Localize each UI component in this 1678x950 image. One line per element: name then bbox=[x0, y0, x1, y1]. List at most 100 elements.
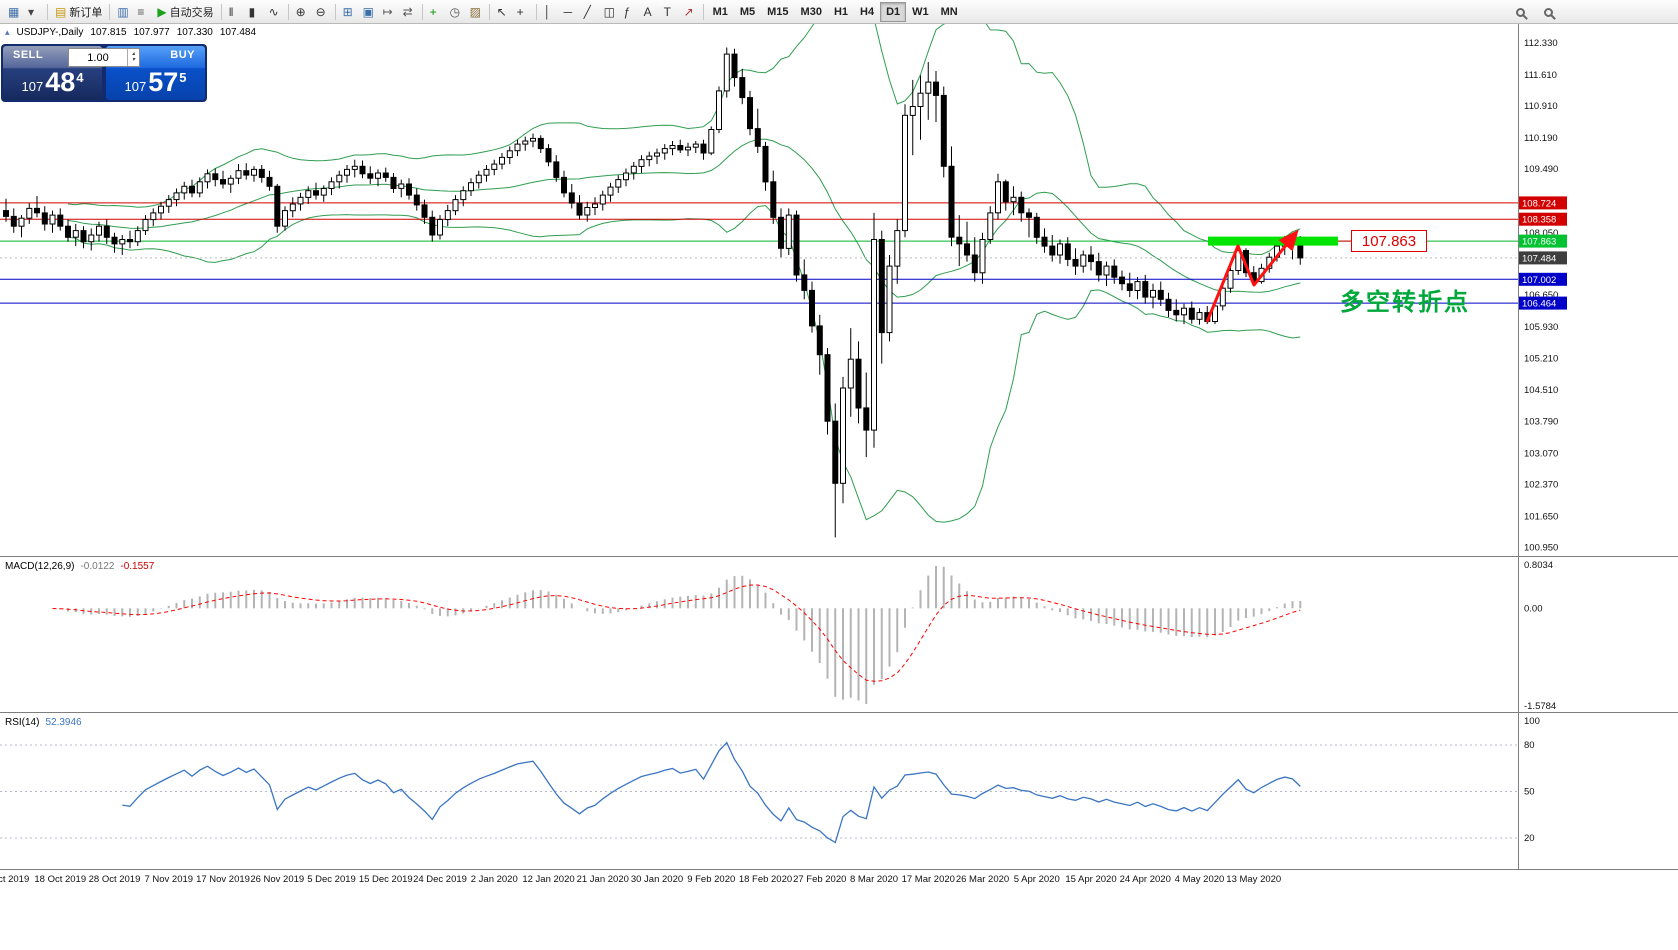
price-level-badge-text: 107.484 bbox=[1522, 253, 1556, 264]
price-level-badge-text: 107.002 bbox=[1522, 275, 1556, 286]
candles bbox=[3, 47, 1304, 538]
profiles-button[interactable]: ▥ bbox=[113, 2, 133, 22]
charts-list-button[interactable]: ≡ bbox=[133, 2, 153, 22]
main-chart-canvas[interactable]: 112.330 111.610 110.910 110.190 109.490 108.0… bbox=[0, 24, 1678, 950]
macd-name: MACD(12,26,9) bbox=[5, 561, 75, 572]
buy-price-point: 5 bbox=[179, 70, 187, 85]
date-tick-label: 13 May 2020 bbox=[1226, 874, 1281, 885]
tf-m30-label: M30 bbox=[800, 5, 822, 18]
profiles-icon: ▥ bbox=[117, 4, 129, 19]
date-tick-label: 17 Nov 2019 bbox=[196, 874, 250, 885]
toolbar-separator bbox=[488, 3, 490, 20]
templates-button[interactable]: ▨ bbox=[466, 2, 486, 22]
price-level-badge bbox=[1519, 212, 1567, 226]
tf-mn-button[interactable]: MN bbox=[935, 2, 964, 22]
channel-tool-button[interactable]: ◫ bbox=[600, 2, 620, 22]
add-indicator-icon: + bbox=[429, 4, 437, 19]
periods-icon: ◷ bbox=[449, 4, 461, 19]
price-tick-label: 104.510 bbox=[1524, 385, 1558, 396]
auto-trading-button[interactable]: ▶ 自动交易 bbox=[153, 2, 217, 22]
arrows-tool-button[interactable]: ↗ bbox=[680, 2, 700, 22]
date-tick-label: 24 Apr 2020 bbox=[1120, 874, 1171, 885]
sell-price: 107 48 4 bbox=[3, 69, 102, 96]
tf-m15-button[interactable]: M15 bbox=[761, 2, 794, 22]
add-indicator-button[interactable]: + bbox=[426, 2, 446, 22]
bar-chart-mode-button[interactable]: ‖ bbox=[225, 2, 245, 22]
date-tick-label: 17 Mar 2020 bbox=[902, 874, 955, 885]
macd-scale-zero: 0.00 bbox=[1524, 603, 1543, 614]
ohlc-close: 107.484 bbox=[219, 27, 257, 38]
tf-h1-button[interactable]: H1 bbox=[828, 2, 854, 22]
rsi-value: 52.3946 bbox=[45, 717, 82, 728]
price-level-badge-text: 107.863 bbox=[1522, 237, 1556, 248]
fibonacci-tool-button[interactable]: ƒ bbox=[620, 2, 640, 22]
new-order-button[interactable]: ▤ 新订单 bbox=[51, 2, 106, 22]
tf-m1-button[interactable]: M1 bbox=[707, 2, 734, 22]
label-tool-button[interactable]: T bbox=[660, 2, 680, 22]
ohlc-open: 107.815 bbox=[90, 27, 127, 38]
tf-m5-button[interactable]: M5 bbox=[734, 2, 761, 22]
text-tool-button[interactable]: A bbox=[640, 2, 660, 22]
buy-price-pips: 57 bbox=[148, 67, 179, 97]
tf-m1-label: M1 bbox=[712, 5, 728, 18]
one-click-collapse-icon[interactable]: ▴ bbox=[5, 27, 10, 37]
periods-button[interactable]: ◷ bbox=[446, 2, 466, 22]
tf-m15-label: M15 bbox=[767, 5, 789, 18]
price-tick-label: 112.330 bbox=[1524, 38, 1558, 49]
date-tick-label: 27 Feb 2020 bbox=[793, 874, 846, 885]
sell-price-handle: 107 bbox=[21, 79, 44, 94]
line-chart-mode-button[interactable]: ∿ bbox=[265, 2, 285, 22]
arrange-windows-button[interactable]: ▣ bbox=[359, 2, 379, 22]
auto-trading-icon: ▶ bbox=[157, 4, 167, 19]
lot-up-icon[interactable]: ▴ bbox=[131, 51, 135, 58]
buy-price-handle: 107 bbox=[124, 79, 147, 94]
rsi-scale-label: 80 bbox=[1524, 740, 1535, 751]
zoom-out-button[interactable]: ⊖ bbox=[312, 2, 332, 22]
one-click-trading-panel: SELL 107 48 4 1.00 ▴ ▾ BUY 107 57 bbox=[1, 44, 207, 102]
trend-zigzag-arrow bbox=[1205, 229, 1299, 323]
search-button[interactable] bbox=[1512, 2, 1532, 22]
auto-scroll-button[interactable]: ↦ bbox=[379, 2, 399, 22]
ohlc-low: 107.330 bbox=[176, 27, 213, 38]
date-tick-label: 2 Jan 2020 bbox=[471, 874, 518, 885]
chart-shift-button[interactable]: ⇄ bbox=[399, 2, 419, 22]
vertical-line-tool-button[interactable]: │ bbox=[540, 2, 560, 22]
lot-down-icon[interactable]: ▾ bbox=[131, 56, 135, 63]
zoom-in-button[interactable]: ⊕ bbox=[292, 2, 312, 22]
zoom-out-icon: ⊖ bbox=[315, 4, 326, 19]
horizontal-line-tool-button[interactable]: ─ bbox=[560, 2, 580, 22]
tf-h4-button[interactable]: H4 bbox=[854, 2, 880, 22]
tf-m30-button[interactable]: M30 bbox=[795, 2, 828, 22]
macd-signal-value: -0.1557 bbox=[120, 561, 155, 572]
chart-dropdown-icon: ▾ bbox=[28, 4, 35, 19]
data-window-button[interactable] bbox=[1540, 2, 1560, 22]
new-chart-button[interactable]: ▦ bbox=[4, 2, 24, 22]
price-level-badge-text: 108.358 bbox=[1522, 215, 1556, 226]
chart-shift-icon: ⇄ bbox=[402, 4, 413, 19]
main-pane bbox=[0, 24, 1518, 538]
bollinger-middle-band bbox=[67, 138, 1301, 298]
ohlc-high: 107.977 bbox=[133, 27, 170, 38]
cursor-tool-button[interactable]: ↖ bbox=[493, 2, 513, 22]
price-level-badge bbox=[1519, 296, 1567, 310]
date-tick-label: 18 Oct 2019 bbox=[34, 874, 86, 885]
price-annotation-box[interactable]: 107.863 bbox=[1351, 230, 1427, 252]
tile-windows-button[interactable]: ⊞ bbox=[339, 2, 359, 22]
price-level-badge bbox=[1519, 196, 1567, 210]
lot-size-field[interactable]: 1.00 ▴ ▾ bbox=[68, 48, 140, 67]
crosshair-tool-button[interactable]: + bbox=[513, 2, 533, 22]
chart-dropdown-button[interactable]: ▾ bbox=[24, 2, 44, 22]
lot-spinner[interactable]: ▴ ▾ bbox=[127, 49, 139, 66]
date-tick-label: 7 Nov 2019 bbox=[144, 874, 193, 885]
toolbar-right bbox=[1512, 0, 1560, 24]
date-tick-label: 9 Feb 2020 bbox=[687, 874, 735, 885]
trendline-tool-button[interactable]: ╱ bbox=[580, 2, 600, 22]
tf-w1-button[interactable]: W1 bbox=[906, 2, 935, 22]
sell-button[interactable]: SELL 107 48 4 bbox=[3, 46, 102, 100]
macd-pane bbox=[51, 566, 1302, 704]
buy-button[interactable]: BUY 107 57 5 bbox=[106, 46, 205, 100]
price-tick-label: 102.370 bbox=[1524, 480, 1558, 491]
candlestick-mode-button[interactable]: ▮ bbox=[245, 2, 265, 22]
macd-label: MACD(12,26,9) -0.0122 -0.1557 bbox=[5, 561, 154, 572]
tf-d1-button[interactable]: D1 bbox=[880, 1, 907, 22]
